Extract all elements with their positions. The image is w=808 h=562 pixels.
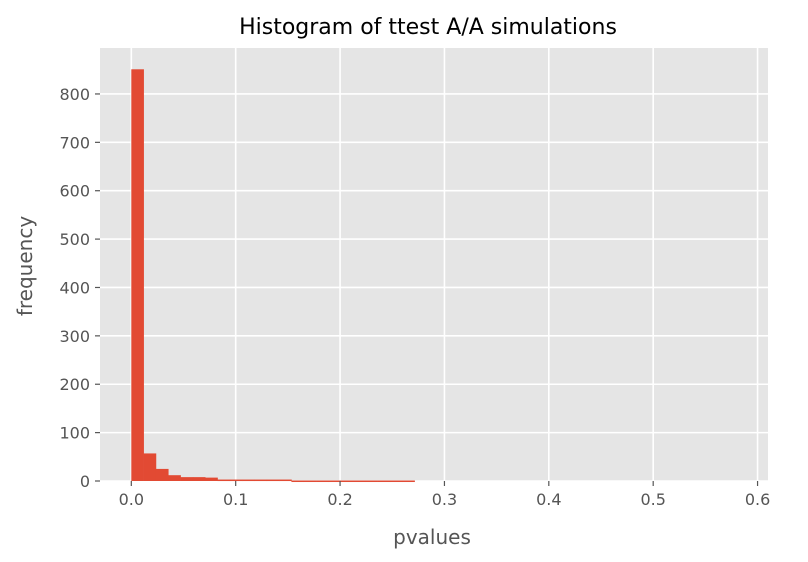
x-tick-label: 0.5 — [640, 490, 665, 509]
chart-title: Histogram of ttest A/A simulations — [239, 15, 617, 40]
y-tick-label: 700 — [59, 133, 90, 152]
histogram-bar — [279, 479, 292, 482]
x-tick-label: 0.6 — [745, 490, 770, 509]
x-tick-label: 0.0 — [119, 490, 144, 509]
y-tick-label: 600 — [59, 182, 90, 201]
x-tick-label: 0.3 — [432, 490, 457, 509]
histogram-bar — [242, 479, 255, 482]
histogram-bar — [192, 477, 206, 481]
y-tick-label: 300 — [59, 327, 90, 346]
x-tick-label: 0.1 — [223, 490, 248, 509]
histogram-bar — [168, 475, 181, 481]
histogram-bar — [131, 69, 144, 482]
histogram-bar — [377, 480, 391, 483]
histogram-bar — [266, 479, 280, 482]
histogram-bar — [389, 480, 403, 483]
y-axis-label: frequency — [13, 216, 37, 316]
grid-lines — [100, 48, 768, 482]
y-tick-label: 200 — [59, 375, 90, 394]
x-axis-label: pvalues — [393, 525, 471, 549]
y-tick-label: 0 — [80, 472, 90, 491]
histogram-bar — [143, 453, 157, 481]
histogram-bar — [155, 468, 169, 481]
histogram-bar — [180, 477, 194, 481]
histogram-bar — [365, 480, 378, 483]
histogram-bar — [353, 480, 366, 483]
x-tick-label: 0.4 — [536, 490, 561, 509]
histogram-bars — [131, 69, 415, 483]
histogram-bar — [402, 480, 415, 483]
histogram-bar — [316, 480, 329, 483]
histogram-bar — [291, 480, 305, 483]
y-tick-label: 500 — [59, 230, 90, 249]
histogram-bar — [229, 479, 243, 482]
histogram-bar — [303, 480, 317, 483]
x-axis-ticks: 0.0 0.1 0.2 0.3 0.4 0.5 0.6 — [119, 481, 770, 509]
histogram-bar — [205, 477, 218, 481]
histogram-bar — [328, 480, 341, 483]
y-tick-label: 400 — [59, 278, 90, 297]
histogram-bar — [217, 479, 231, 482]
y-axis-ticks: 0 100 200 300 400 500 600 700 800 — [59, 85, 100, 491]
y-tick-label: 100 — [59, 424, 90, 443]
histogram-bar — [340, 480, 354, 483]
y-tick-label: 800 — [59, 85, 90, 104]
plot-panel — [100, 48, 768, 481]
x-tick-label: 0.2 — [327, 490, 352, 509]
histogram-bar — [254, 479, 268, 482]
